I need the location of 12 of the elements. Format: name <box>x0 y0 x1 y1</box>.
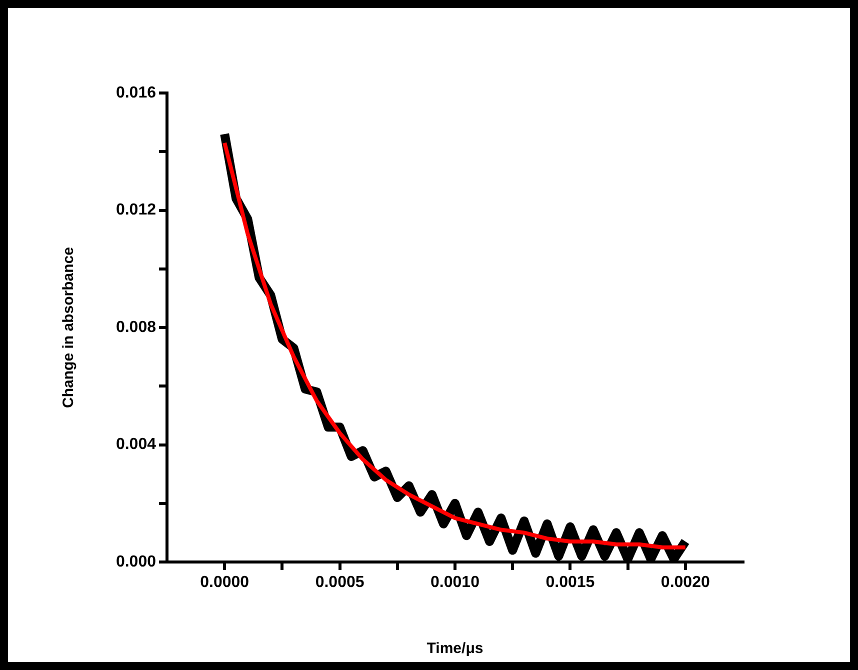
x-tick-label: 0.0005 <box>315 574 364 592</box>
y-tick-label: 0.008 <box>116 318 156 336</box>
y-tick-label: 0.016 <box>116 84 156 102</box>
y-tick-label: 0.012 <box>116 202 156 219</box>
y-axis-title: Change in absorbance <box>60 247 78 408</box>
x-tick-label: 0.0010 <box>430 574 480 592</box>
x-tick-label: 0.0020 <box>660 574 710 592</box>
y-tick-label: 0.000 <box>116 553 156 570</box>
x-axis-title: Time/μs <box>426 640 484 658</box>
y-tick-label: 0.004 <box>116 436 156 454</box>
x-tick-label: 0.0000 <box>200 574 250 592</box>
x-tick-label: 0.0015 <box>546 574 595 592</box>
